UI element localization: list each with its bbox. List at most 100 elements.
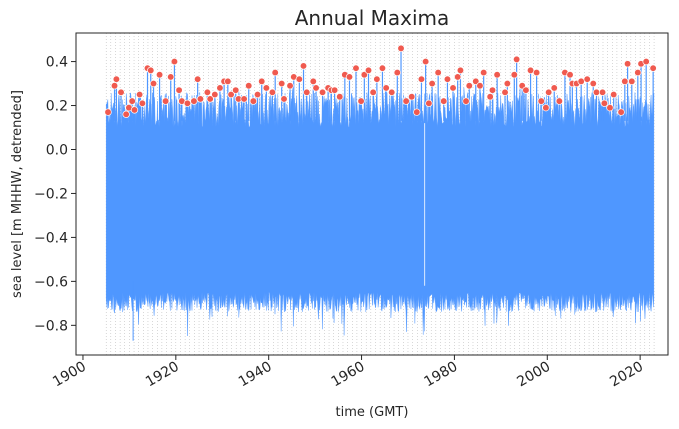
annual-maximum-point bbox=[190, 97, 198, 105]
annual-maximum-point bbox=[336, 93, 344, 101]
annual-maximum-point bbox=[621, 77, 629, 86]
annual-maximum-point bbox=[167, 73, 175, 81]
annual-maximum-point bbox=[295, 75, 303, 83]
annual-maximum-point bbox=[240, 95, 248, 103]
annual-maximum-point bbox=[628, 77, 636, 86]
plot-frame bbox=[75, 32, 669, 356]
annual-maximum-point bbox=[503, 79, 511, 88]
annual-maximum-point bbox=[454, 73, 462, 81]
x-tick-label: 1980 bbox=[422, 359, 461, 391]
x-tick-label: 1960 bbox=[329, 359, 368, 391]
annual-maximum-point bbox=[493, 71, 501, 79]
annual-maximum-point bbox=[249, 97, 258, 105]
x-tick-label: 2000 bbox=[514, 359, 553, 391]
annual-maximum-point bbox=[382, 84, 390, 92]
annual-maxima-points bbox=[104, 44, 657, 118]
annual-maximum-point bbox=[393, 68, 401, 77]
annual-maximum-point bbox=[417, 75, 426, 83]
annual-maximum-point bbox=[138, 99, 147, 107]
annual-maximum-point bbox=[122, 110, 130, 118]
x-axis-label: time (GMT) bbox=[336, 405, 409, 420]
y-tick-label: −0.4 bbox=[34, 230, 68, 246]
annual-maximum-point bbox=[634, 68, 642, 77]
annual-maximum-point bbox=[550, 84, 558, 92]
annual-maximum-point bbox=[449, 84, 457, 92]
annual-maximum-point bbox=[183, 99, 192, 107]
y-tick-label: −0.6 bbox=[34, 274, 68, 290]
annual-maximum-point bbox=[330, 86, 339, 94]
annual-maximum-point bbox=[566, 71, 574, 79]
annual-maximum-point bbox=[130, 106, 139, 114]
annual-maximum-point bbox=[397, 44, 405, 53]
annual-maximum-point bbox=[147, 66, 155, 75]
annual-maximum-point bbox=[278, 79, 286, 88]
annual-maximum-point bbox=[373, 75, 381, 83]
annual-maximum-point bbox=[425, 99, 433, 107]
annual-maximum-point bbox=[318, 88, 327, 96]
y-axis-label: sea level [m MHHW, detrended] bbox=[10, 90, 25, 298]
annual-maximum-point bbox=[175, 86, 183, 94]
annual-maximum-point bbox=[203, 88, 212, 96]
annual-maximum-point bbox=[299, 62, 308, 70]
annual-maximum-point bbox=[642, 57, 650, 66]
annual-maximum-point bbox=[408, 93, 416, 101]
annual-maximum-point bbox=[443, 75, 452, 83]
annual-maximum-point bbox=[623, 60, 632, 68]
annual-maximum-point bbox=[117, 88, 125, 96]
annual-maximum-point bbox=[149, 79, 158, 88]
annual-maximum-point bbox=[224, 77, 232, 86]
annual-maximum-point bbox=[110, 82, 119, 90]
annual-maximum-point bbox=[600, 99, 609, 107]
annual-maximum-point bbox=[104, 108, 112, 116]
annual-maximum-point bbox=[253, 90, 262, 99]
annual-maximum-point bbox=[592, 88, 601, 96]
y-tick-label: 0.0 bbox=[46, 142, 68, 158]
y-tick-label: −0.2 bbox=[34, 186, 68, 202]
annual-maximum-point bbox=[522, 86, 530, 94]
annual-maximum-point bbox=[155, 71, 164, 79]
annual-maximum-point bbox=[542, 104, 550, 112]
annual-maximum-point bbox=[268, 88, 277, 96]
x-tick-label: 2020 bbox=[607, 359, 646, 391]
annual-maximum-point bbox=[476, 82, 484, 90]
annual-maximum-point bbox=[606, 104, 614, 112]
annual-maximum-point bbox=[170, 57, 179, 66]
x-tick-label: 1940 bbox=[236, 359, 275, 391]
annual-maximum-point bbox=[232, 86, 240, 94]
annual-maximum-point bbox=[488, 86, 497, 94]
annual-maximum-point bbox=[196, 95, 205, 103]
annual-maximum-point bbox=[194, 75, 202, 83]
annual-maximum-point bbox=[378, 64, 387, 72]
y-tick-label: −0.8 bbox=[34, 318, 68, 334]
annual-maximum-point bbox=[206, 95, 214, 103]
chart-title: Annual Maxima bbox=[295, 6, 450, 30]
annual-maximum-point bbox=[555, 97, 564, 105]
annual-maximum-point bbox=[161, 97, 170, 105]
annual-maximum-point bbox=[345, 73, 354, 81]
annual-maximum-point bbox=[512, 55, 521, 64]
annual-maximum-point bbox=[501, 88, 509, 96]
annual-maximum-point bbox=[440, 97, 448, 105]
annual-maximum-point bbox=[610, 90, 618, 99]
annual-maximum-point bbox=[526, 66, 535, 75]
annual-maximum-point bbox=[480, 68, 488, 77]
annual-maximum-point bbox=[598, 88, 607, 96]
annual-maximum-point bbox=[589, 79, 597, 88]
annual-maximum-point bbox=[649, 64, 657, 72]
y-tick-label: 0.2 bbox=[46, 99, 68, 115]
annual-maximum-point bbox=[128, 97, 136, 105]
annual-maximum-point bbox=[545, 88, 553, 96]
annual-maximum-point bbox=[271, 68, 279, 77]
annual-maximum-point bbox=[280, 95, 288, 103]
annual-maximum-point bbox=[357, 97, 365, 105]
annual-maximum-point bbox=[617, 108, 625, 116]
annual-maximum-point bbox=[211, 90, 219, 99]
annual-maximum-point bbox=[577, 77, 585, 86]
annual-maximum-point bbox=[428, 79, 436, 88]
annual-maximum-point bbox=[303, 88, 311, 96]
annual-maximum-point bbox=[472, 77, 480, 86]
annual-maximum-point bbox=[369, 88, 377, 96]
annual-maximum-point bbox=[421, 57, 430, 66]
annual-maximum-point bbox=[364, 66, 373, 75]
